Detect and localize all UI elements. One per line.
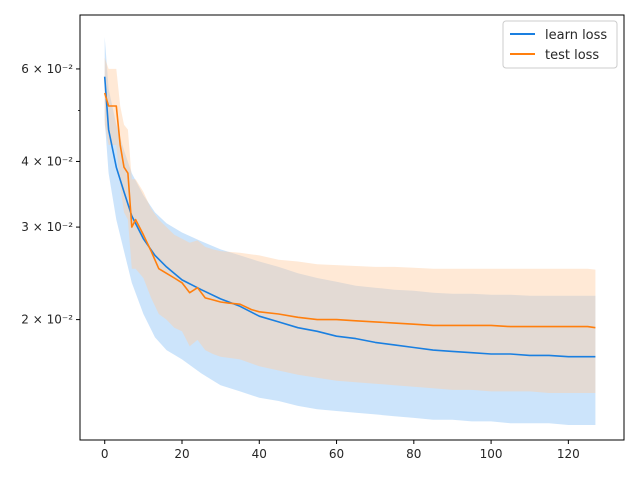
x-axis: 0 20 40 60 80 100 120: [101, 440, 580, 461]
x-tick-label: 120: [557, 447, 580, 461]
legend-label: learn loss: [545, 28, 607, 43]
y-tick-label: 2 × 10⁻²: [21, 313, 73, 327]
x-tick-label: 40: [252, 447, 267, 461]
legend-box: [502, 20, 618, 69]
line-test-loss: [103, 92, 596, 329]
band-learn-loss: [104, 37, 596, 425]
y-tick-label: 6 × 10⁻²: [21, 62, 73, 76]
x-tick-label: 100: [480, 447, 503, 461]
x-tick-label: 80: [406, 447, 421, 461]
band-test-loss: [104, 57, 596, 394]
confidence-bands: [104, 37, 596, 425]
x-tick-label: 0: [101, 447, 109, 461]
y-axis: 2 × 10⁻² 3 × 10⁻² 4 × 10⁻² 6 × 10⁻²: [21, 62, 80, 327]
legend-label: test loss: [545, 48, 599, 63]
y-tick-label: 4 × 10⁻²: [21, 154, 73, 168]
legend: learn loss test loss: [502, 20, 618, 69]
series-lines: [103, 76, 596, 358]
x-tick-label: 20: [174, 447, 189, 461]
x-tick-label: 60: [329, 447, 344, 461]
y-tick-label: 3 × 10⁻²: [21, 220, 73, 234]
line-learn-loss: [103, 76, 596, 358]
